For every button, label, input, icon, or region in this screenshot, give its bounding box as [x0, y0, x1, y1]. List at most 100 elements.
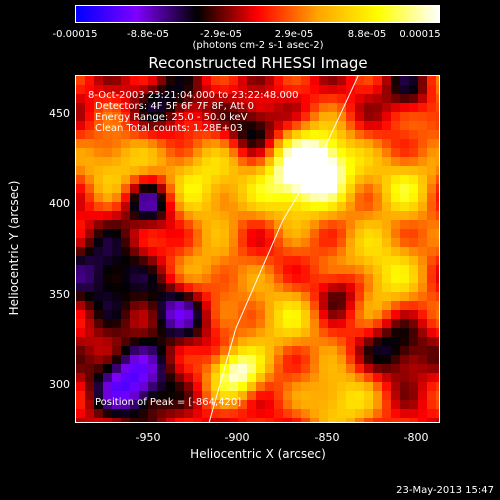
heatmap-cell [355, 382, 364, 391]
heatmap-cell [238, 292, 247, 301]
heatmap-cell [148, 121, 157, 130]
heatmap-cell [139, 130, 148, 139]
heatmap-cell [319, 184, 328, 193]
heatmap-cell [139, 319, 148, 328]
heatmap-cell [130, 184, 139, 193]
heatmap-cell [139, 346, 148, 355]
heatmap-cell [112, 193, 121, 202]
heatmap-cell [373, 355, 382, 364]
heatmap-cell [211, 85, 220, 94]
heatmap-cell [418, 121, 427, 130]
heatmap-cell [193, 103, 202, 112]
heatmap-cell [193, 418, 202, 422]
heatmap-cell [229, 328, 238, 337]
heatmap-cell [274, 256, 283, 265]
heatmap-cell [184, 364, 193, 373]
heatmap-cell [274, 364, 283, 373]
heatmap-cell [418, 373, 427, 382]
heatmap-cell [382, 238, 391, 247]
heatmap-cell [346, 238, 355, 247]
heatmap-cell [391, 103, 400, 112]
heatmap-cell [130, 346, 139, 355]
heatmap-cell [229, 157, 238, 166]
heatmap-cell [319, 148, 328, 157]
heatmap-cell [112, 202, 121, 211]
heatmap-cell [166, 283, 175, 292]
heatmap-cell [148, 220, 157, 229]
heatmap-cell [319, 355, 328, 364]
heatmap-cell [436, 103, 439, 112]
heatmap-cell [94, 157, 103, 166]
heatmap-cell [193, 319, 202, 328]
heatmap-cell [193, 337, 202, 346]
heatmap-cell [427, 139, 436, 148]
heatmap-cell [319, 211, 328, 220]
heatmap-cell [373, 382, 382, 391]
heatmap-cell [427, 193, 436, 202]
heatmap-cell [292, 292, 301, 301]
heatmap-cell [121, 337, 130, 346]
heatmap-cell [157, 130, 166, 139]
heatmap-cell [157, 211, 166, 220]
heatmap-cell [418, 310, 427, 319]
heatmap-cell [112, 184, 121, 193]
heatmap-cell [391, 229, 400, 238]
heatmap-cell [148, 382, 157, 391]
heatmap-cell [382, 301, 391, 310]
heatmap-cell [85, 220, 94, 229]
heatmap-cell [157, 319, 166, 328]
heatmap-cell [409, 265, 418, 274]
heatmap-cell [418, 157, 427, 166]
heatmap-cell [346, 121, 355, 130]
heatmap-cell [274, 274, 283, 283]
heatmap-cell [310, 391, 319, 400]
heatmap-cell [121, 148, 130, 157]
heatmap-cell [391, 148, 400, 157]
heatmap-cell [418, 418, 427, 422]
heatmap-cell [409, 112, 418, 121]
heatmap-cell [364, 184, 373, 193]
heatmap-cell [157, 301, 166, 310]
heatmap-cell [220, 76, 229, 85]
heatmap-cell [175, 364, 184, 373]
heatmap-cell [436, 193, 439, 202]
heatmap-cell [427, 238, 436, 247]
heatmap-cell [202, 157, 211, 166]
heatmap-cell [427, 112, 436, 121]
annotation-time: 8-Oct-2003 23:21:04.000 to 23:22:48.000 [88, 90, 299, 101]
heatmap-cell [400, 121, 409, 130]
heatmap-cell [76, 211, 85, 220]
heatmap-cell [202, 166, 211, 175]
heatmap-cell [130, 85, 139, 94]
heatmap-cell [283, 337, 292, 346]
heatmap-cell [193, 166, 202, 175]
heatmap-cell [229, 373, 238, 382]
heatmap-cell [382, 409, 391, 418]
heatmap-cell [238, 157, 247, 166]
heatmap-cell [238, 121, 247, 130]
heatmap-cell [436, 130, 439, 139]
heatmap-cell [220, 319, 229, 328]
heatmap-cell [265, 94, 274, 103]
heatmap-cell [211, 337, 220, 346]
heatmap-cell [247, 274, 256, 283]
heatmap-cell [94, 238, 103, 247]
heatmap-cell [139, 139, 148, 148]
heatmap-cell [391, 283, 400, 292]
heatmap-cell [103, 112, 112, 121]
heatmap-cell [193, 175, 202, 184]
heatmap-cell [139, 301, 148, 310]
heatmap-cell [238, 238, 247, 247]
heatmap-cell [256, 121, 265, 130]
heatmap-cell [418, 175, 427, 184]
heatmap-cell [400, 112, 409, 121]
heatmap-cell [292, 184, 301, 193]
heatmap-cell [364, 292, 373, 301]
heatmap-cell [112, 292, 121, 301]
heatmap-cell [148, 229, 157, 238]
heatmap-cell [400, 382, 409, 391]
heatmap-cell [409, 319, 418, 328]
heatmap-cell [193, 301, 202, 310]
heatmap-cell [76, 364, 85, 373]
heatmap-cell [283, 211, 292, 220]
